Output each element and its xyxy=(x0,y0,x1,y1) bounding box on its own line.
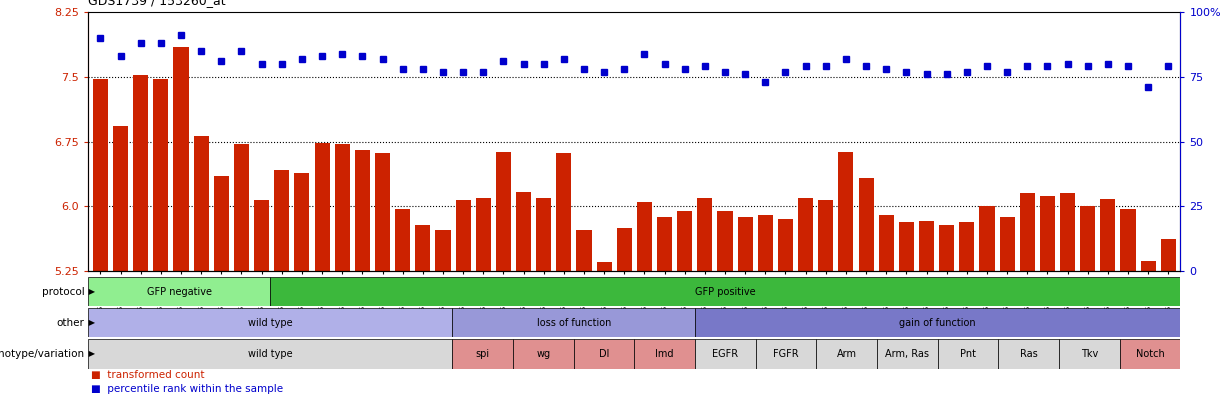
Text: wild type: wild type xyxy=(248,349,293,359)
Bar xyxy=(496,152,510,405)
Bar xyxy=(1000,217,1015,405)
Bar xyxy=(577,230,591,405)
Text: Dl: Dl xyxy=(599,349,610,359)
Text: genotype/variation: genotype/variation xyxy=(0,349,85,359)
Bar xyxy=(859,178,874,405)
Bar xyxy=(999,339,1059,369)
Bar xyxy=(395,209,410,405)
Bar xyxy=(1020,193,1034,405)
Bar xyxy=(453,339,513,369)
Bar xyxy=(1120,209,1135,405)
Bar xyxy=(113,126,128,405)
Bar xyxy=(798,198,814,405)
Text: Arm: Arm xyxy=(837,349,856,359)
Text: wild type: wild type xyxy=(248,318,293,328)
Bar xyxy=(234,144,249,405)
Bar xyxy=(173,47,189,405)
Bar xyxy=(476,198,491,405)
Bar xyxy=(1161,239,1175,405)
Bar xyxy=(838,152,854,405)
Bar xyxy=(816,339,877,369)
Text: ■  percentile rank within the sample: ■ percentile rank within the sample xyxy=(91,384,283,394)
Bar xyxy=(617,228,632,405)
Bar xyxy=(694,308,1180,337)
Text: FGFR: FGFR xyxy=(773,349,799,359)
Text: Notch: Notch xyxy=(1136,349,1164,359)
Bar xyxy=(254,200,269,405)
Bar xyxy=(1120,339,1180,369)
Bar xyxy=(88,339,453,369)
Bar xyxy=(294,173,309,405)
Bar xyxy=(1060,193,1075,405)
Text: loss of function: loss of function xyxy=(536,318,611,328)
Bar xyxy=(134,75,148,405)
Bar xyxy=(455,200,471,405)
Bar xyxy=(758,215,773,405)
Text: wg: wg xyxy=(536,349,551,359)
Bar xyxy=(919,221,934,405)
Bar xyxy=(1141,260,1156,405)
Bar xyxy=(415,225,431,405)
Bar xyxy=(818,200,833,405)
Bar xyxy=(877,339,937,369)
Bar xyxy=(574,339,634,369)
Bar xyxy=(517,192,531,405)
Bar xyxy=(88,277,270,306)
Bar xyxy=(556,153,572,405)
Text: GDS1739 / 153260_at: GDS1739 / 153260_at xyxy=(88,0,226,7)
Bar xyxy=(153,79,168,405)
Text: Imd: Imd xyxy=(655,349,674,359)
Text: Pnt: Pnt xyxy=(960,349,975,359)
Bar xyxy=(737,217,752,405)
Text: GFP positive: GFP positive xyxy=(694,287,756,296)
Bar xyxy=(718,211,733,405)
Bar xyxy=(335,144,350,405)
Text: GFP negative: GFP negative xyxy=(147,287,212,296)
Bar xyxy=(270,277,1180,306)
Text: spi: spi xyxy=(476,349,490,359)
Bar xyxy=(899,222,914,405)
Text: gain of function: gain of function xyxy=(899,318,975,328)
Bar xyxy=(634,339,694,369)
Bar xyxy=(213,176,229,405)
Bar xyxy=(436,230,450,405)
Bar xyxy=(1080,206,1096,405)
Text: ▶: ▶ xyxy=(86,318,94,327)
Bar xyxy=(355,150,369,405)
Bar xyxy=(960,222,974,405)
Bar xyxy=(656,217,672,405)
Bar xyxy=(694,339,756,369)
Bar xyxy=(939,225,955,405)
Bar xyxy=(453,308,694,337)
Bar xyxy=(1039,196,1055,405)
Bar xyxy=(756,339,816,369)
Bar xyxy=(1101,199,1115,405)
Bar xyxy=(637,202,652,405)
Bar xyxy=(879,215,893,405)
Bar xyxy=(778,219,793,405)
Text: other: other xyxy=(56,318,85,328)
Text: ▶: ▶ xyxy=(86,350,94,358)
Bar xyxy=(513,339,574,369)
Text: protocol: protocol xyxy=(42,287,85,296)
Text: ■  transformed count: ■ transformed count xyxy=(91,370,205,379)
Bar xyxy=(677,211,692,405)
Text: Ras: Ras xyxy=(1020,349,1038,359)
Bar xyxy=(93,79,108,405)
Bar xyxy=(274,170,290,405)
Text: EGFR: EGFR xyxy=(713,349,739,359)
Bar xyxy=(937,339,999,369)
Bar xyxy=(596,262,612,405)
Text: Tkv: Tkv xyxy=(1081,349,1098,359)
Bar xyxy=(1059,339,1120,369)
Text: ▶: ▶ xyxy=(86,287,94,296)
Bar xyxy=(536,198,551,405)
Bar xyxy=(979,206,995,405)
Bar xyxy=(88,308,453,337)
Text: Arm, Ras: Arm, Ras xyxy=(886,349,929,359)
Bar xyxy=(697,198,713,405)
Bar xyxy=(194,136,209,405)
Bar xyxy=(375,153,390,405)
Bar xyxy=(314,143,330,405)
